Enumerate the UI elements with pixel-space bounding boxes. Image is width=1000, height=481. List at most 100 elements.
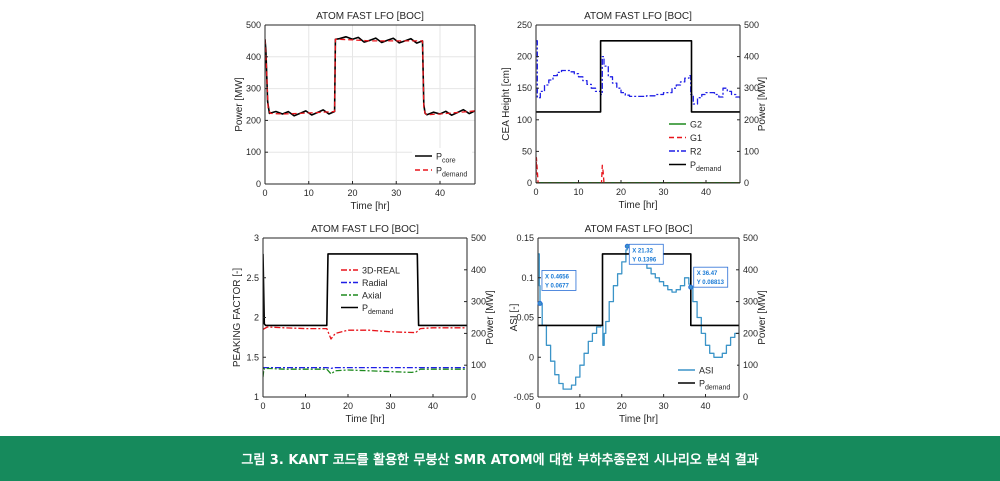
datatip-x-label: X 21.32 xyxy=(632,248,653,254)
plot-data-layer xyxy=(265,36,475,117)
y2-tick-label: 200 xyxy=(743,328,758,338)
legend-label-sub: demand xyxy=(696,166,721,173)
y2-tick-label: 500 xyxy=(744,20,759,30)
x-tick-label: 0 xyxy=(262,188,267,198)
y2-tick-label: 400 xyxy=(744,52,759,62)
x-tick-label: 40 xyxy=(428,401,438,411)
x-tick-label: 20 xyxy=(343,401,353,411)
legend-label-main: P xyxy=(362,303,368,313)
legend-label-sub: core xyxy=(442,158,456,165)
series-line-p-demand xyxy=(265,38,475,116)
legend-box xyxy=(675,362,737,392)
figure-area: 0 10 20 30 40 0 100 200 300 400 500 ATOM FAST LFO [… xyxy=(232,11,768,425)
y-tick-label: 50 xyxy=(522,146,532,156)
legend-label: G1 xyxy=(690,133,702,143)
y2-tick-label: 500 xyxy=(743,233,758,243)
y2-axis-label: Power [MW] xyxy=(757,290,768,345)
x-tick-label: 20 xyxy=(616,187,626,197)
x-tick-label: 10 xyxy=(573,187,583,197)
y2-axis-label: Power [MW] xyxy=(757,77,768,132)
legend-label: Pdemand xyxy=(699,379,730,392)
y-axis-label: PEAKING FACTOR [-] xyxy=(232,268,243,367)
y-tick-label: 0.05 xyxy=(516,313,534,323)
x-tick-label: 0 xyxy=(260,401,265,411)
y-tick-label: 100 xyxy=(517,115,532,125)
datatip-box xyxy=(541,270,577,291)
y-tick-label: 300 xyxy=(246,84,261,94)
chart-title: ATOM FAST LFO [BOC] xyxy=(585,224,693,235)
legend-label: Pdemand xyxy=(436,166,467,179)
datatip-y-label: Y 0.08813 xyxy=(697,280,725,286)
legend-label-main: G2 xyxy=(690,120,702,130)
y-tick-label: 200 xyxy=(246,115,261,125)
legend-label-main: P xyxy=(699,379,705,389)
y-tick-label: 400 xyxy=(246,52,261,62)
y2-tick-label: 100 xyxy=(743,360,758,370)
y-axis-label: ASI [-] xyxy=(509,303,520,331)
datatip-marker xyxy=(688,284,694,290)
legend-label-main: P xyxy=(436,152,442,162)
legend-label: Axial xyxy=(362,291,382,301)
series-line-p-demand xyxy=(536,40,740,113)
caption-bar: 그림 3. KANT 코드를 활용한 무붕산 SMR ATOM에 대한 부하추종… xyxy=(0,436,1000,481)
y-tick-label: 0 xyxy=(529,352,534,362)
x-axis-label: Time [hr] xyxy=(350,201,389,212)
series-line-r2 xyxy=(536,40,740,105)
x-tick-label: 0 xyxy=(533,187,538,197)
legend-label: 3D-REAL xyxy=(362,266,400,276)
x-tick-label: 40 xyxy=(700,401,710,411)
y-tick-label: 0.15 xyxy=(516,233,534,243)
legend-label: Radial xyxy=(362,278,388,288)
x-tick-label: 10 xyxy=(304,188,314,198)
datatip-box xyxy=(628,243,664,265)
legend-label-main: P xyxy=(436,166,442,176)
legend-label-main: Axial xyxy=(362,291,382,301)
x-axis-label: Time [hr] xyxy=(619,414,658,425)
x-tick-label: 40 xyxy=(435,188,445,198)
legend-label-sub: demand xyxy=(368,309,393,316)
x-tick-label: 10 xyxy=(575,401,585,411)
figure-caption: 그림 3. KANT 코드를 활용한 무붕산 SMR ATOM에 대한 부하추종… xyxy=(241,453,759,468)
chart-title: ATOM FAST LFO [BOC] xyxy=(584,11,692,22)
y-axis-label: Power [MW] xyxy=(234,77,245,132)
y2-tick-label: 0 xyxy=(744,178,749,188)
chart-title: ATOM FAST LFO [BOC] xyxy=(316,11,424,22)
x-tick-label: 0 xyxy=(535,401,540,411)
x-axis-label: Time [hr] xyxy=(345,414,384,425)
y2-tick-label: 100 xyxy=(471,360,486,370)
y2-tick-label: 200 xyxy=(744,115,759,125)
legend-label-main: G1 xyxy=(690,133,702,143)
legend-label-main: P xyxy=(690,160,696,170)
legend-label-sub: demand xyxy=(705,385,730,392)
legend-label: Pcore xyxy=(436,152,456,165)
legend-box xyxy=(412,148,472,180)
legend-label: Pdemand xyxy=(362,303,393,316)
y2-tick-label: 300 xyxy=(744,83,759,93)
x-tick-label: 20 xyxy=(347,188,357,198)
y2-tick-label: 300 xyxy=(471,297,486,307)
y-tick-label: 2 xyxy=(254,313,259,323)
legend-label-main: 3D-REAL xyxy=(362,266,400,276)
y-tick-label: 2.5 xyxy=(246,273,259,283)
legend-label: ASI xyxy=(699,366,714,376)
x-tick-label: 30 xyxy=(659,401,669,411)
x-tick-label: 20 xyxy=(617,401,627,411)
y-axis-label: CEA Height [cm] xyxy=(501,67,512,141)
series-line-3d-real xyxy=(263,326,467,340)
y2-tick-label: 0 xyxy=(471,392,476,402)
x-axis-label: Time [hr] xyxy=(618,200,657,211)
legend-label-sub: demand xyxy=(442,172,467,179)
legend-label: R2 xyxy=(690,147,702,157)
y-tick-label: 250 xyxy=(517,20,532,30)
datatip-y-label: Y 0.1396 xyxy=(632,257,657,263)
plot-background xyxy=(263,238,467,397)
y-tick-label: 1 xyxy=(254,392,259,402)
y-tick-label: 150 xyxy=(517,83,532,93)
y2-tick-label: 400 xyxy=(471,265,486,275)
x-tick-label: 30 xyxy=(391,188,401,198)
series-line-g1 xyxy=(536,157,740,183)
y-tick-label: 3 xyxy=(254,233,259,243)
y2-tick-label: 0 xyxy=(743,392,748,402)
